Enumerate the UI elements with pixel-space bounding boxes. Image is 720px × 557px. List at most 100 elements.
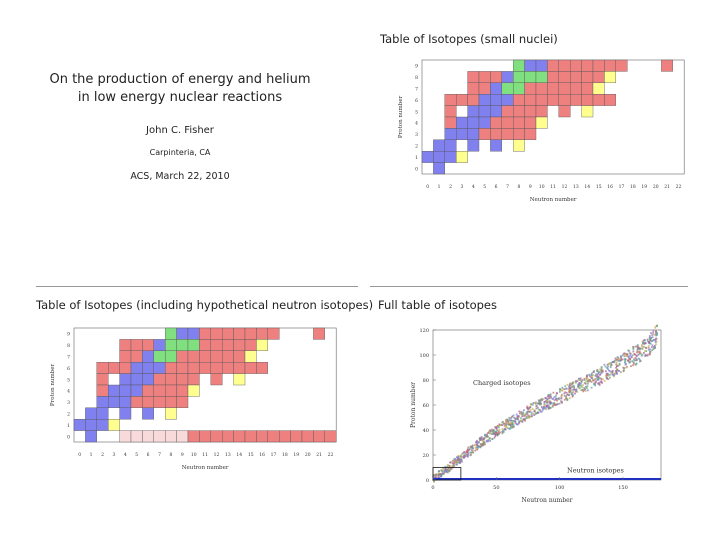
y-tick-label: 5: [415, 109, 418, 115]
isotope-cell: [130, 350, 143, 363]
isotope-point: [541, 409, 544, 412]
isotope-point: [568, 385, 570, 388]
isotope-point: [607, 378, 610, 380]
isotope-point: [585, 376, 588, 379]
isotope-point: [529, 406, 531, 409]
slide2-title: Table of Isotopes (small nuclei): [380, 32, 558, 46]
isotope-point: [638, 350, 641, 353]
isotope-point: [453, 465, 456, 468]
isotope-point: [587, 379, 590, 382]
isotope-point: [644, 355, 647, 357]
isotope-point: [481, 438, 484, 441]
isotope-point: [618, 362, 621, 365]
isotope-point: [646, 338, 649, 341]
isotope-cell: [604, 59, 616, 72]
isotope-point: [457, 461, 460, 464]
isotope-point: [476, 439, 478, 442]
isotope-point: [488, 432, 491, 435]
isotope-point: [487, 439, 490, 442]
hypothetical-neutron-cell: [199, 430, 211, 443]
isotope-point: [632, 364, 634, 367]
isotope-point: [590, 380, 593, 383]
isotope-point: [581, 379, 584, 382]
isotope-point: [601, 370, 604, 373]
isotope-point: [633, 358, 635, 361]
isotope-point: [629, 352, 632, 355]
isotope-point: [608, 369, 610, 372]
isotope-point: [543, 401, 546, 403]
isotope-point: [510, 419, 512, 422]
isotope-point: [481, 444, 484, 447]
isotope-point: [575, 388, 577, 391]
isotope-point: [472, 447, 475, 450]
isotope-point: [580, 382, 582, 385]
isotope-point: [451, 459, 454, 462]
x-tick-label: 14: [584, 184, 590, 190]
isotope-cell: [164, 362, 177, 374]
isotope-point: [442, 473, 445, 476]
isotope-point: [596, 375, 599, 378]
isotope-point: [488, 431, 491, 434]
x-tick-label: 22: [676, 184, 682, 190]
isotope-point: [624, 354, 627, 357]
isotope-cell: [455, 150, 468, 163]
isotope-point: [577, 385, 579, 388]
isotope-cell: [547, 59, 559, 72]
hypothetical-neutron-cell: [142, 430, 155, 443]
isotope-cell: [244, 327, 257, 340]
isotope-cell: [221, 350, 234, 363]
isotope-cell: [199, 362, 211, 374]
isotope-point: [538, 408, 540, 411]
isotope-point: [649, 342, 652, 345]
isotope-point: [464, 451, 467, 454]
isotope-point: [505, 426, 508, 428]
isotope-point: [622, 366, 625, 369]
x-tick-label: 17: [271, 452, 277, 458]
isotope-point: [600, 372, 602, 375]
isotope-point: [628, 352, 631, 355]
isotope-point: [539, 399, 542, 402]
isotope-point: [610, 362, 613, 364]
isotope-point: [485, 440, 488, 443]
isotope-cell: [96, 396, 109, 409]
isotope-cell: [592, 71, 605, 83]
y-tick-label: 1: [415, 155, 418, 161]
isotope-point: [514, 418, 517, 421]
isotope-point: [495, 426, 498, 429]
isotope-point: [539, 410, 542, 413]
isotope-point: [552, 391, 555, 394]
isotope-point: [440, 475, 442, 478]
x-tick-label: 12: [214, 452, 220, 458]
x-tick-label: 50: [493, 485, 499, 491]
isotope-point: [649, 339, 651, 342]
isotope-point: [617, 356, 620, 359]
x-tick-label: 3: [460, 184, 463, 190]
isotope-point: [526, 413, 529, 416]
isotope-point: [627, 349, 630, 352]
x-tick-label: 20: [305, 452, 311, 458]
isotope-point: [635, 362, 638, 365]
y-tick-label: 0: [415, 166, 418, 172]
isotope-point: [609, 370, 611, 373]
isotope-point: [476, 442, 479, 445]
isotope-point: [538, 402, 541, 405]
isotope-point: [625, 363, 627, 365]
x-tick-label: 20: [653, 184, 659, 190]
isotope-point: [648, 335, 651, 337]
x-tick-label: 16: [259, 452, 265, 458]
isotope-point: [546, 400, 548, 402]
isotope-point: [654, 325, 657, 328]
isotope-point: [486, 433, 488, 436]
isotope-point: [483, 436, 486, 439]
isotope-point: [534, 413, 537, 415]
isotope-point: [555, 403, 558, 406]
x-tick-label: 2: [449, 184, 452, 190]
isotope-cell: [256, 327, 268, 340]
isotope-point: [584, 382, 587, 385]
isotope-point: [613, 374, 616, 377]
isotope-point: [481, 439, 484, 442]
isotope-point: [556, 403, 559, 405]
hypothetical-neutron-cell: [301, 430, 314, 443]
isotope-point: [569, 387, 572, 390]
isotope-point: [518, 421, 521, 424]
